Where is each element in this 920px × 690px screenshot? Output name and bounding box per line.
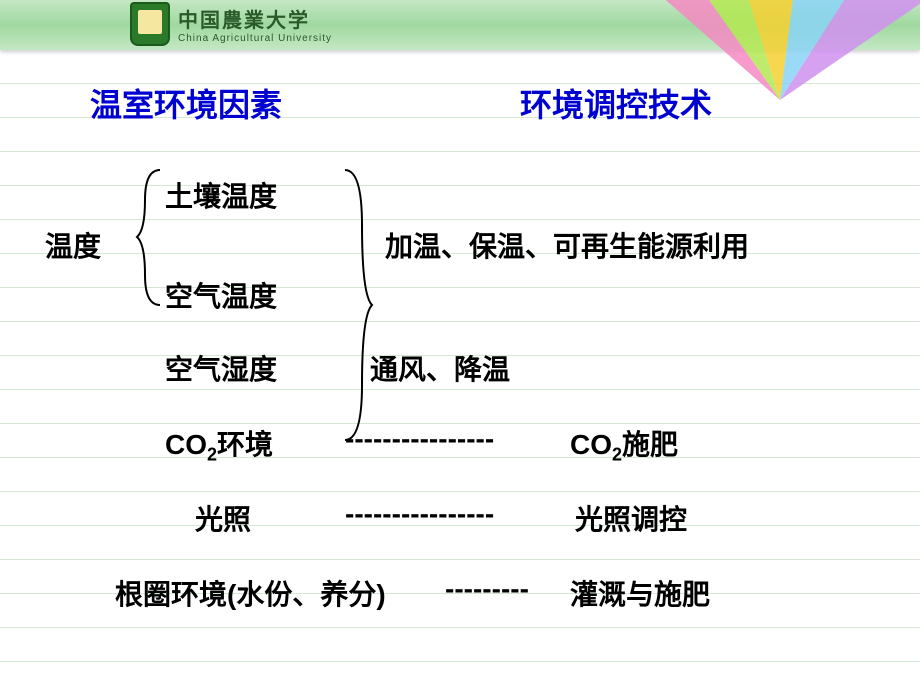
co2-sub-left: 2 [207, 445, 217, 465]
label-soil-temp: 土壤温度 [165, 175, 277, 215]
label-root-zone: 根圈环境(水份、养分) [115, 573, 386, 613]
label-ventilation: 通风、降温 [370, 348, 510, 388]
label-air-temp: 空气温度 [165, 275, 277, 315]
co2-sub-right: 2 [612, 445, 622, 465]
label-co2-fert: CO2施肥 [570, 423, 678, 466]
co2-suffix-right: 施肥 [622, 430, 678, 461]
university-name-cn: 中国農業大学 [178, 4, 332, 33]
heading-factors: 温室环境因素 [90, 80, 282, 126]
label-temperature: 温度 [45, 225, 101, 265]
label-light: 光照 [195, 498, 251, 538]
label-air-humidity: 空气湿度 [165, 348, 277, 388]
co2-prefix-right: CO [570, 429, 612, 460]
logo-text: 中国農業大学 China Agricultural University [178, 4, 332, 44]
university-name-en: China Agricultural University [178, 33, 332, 44]
label-light-control: 光照调控 [575, 498, 687, 538]
slide-content: 温室环境因素 环境调控技术 土壤温度 温度 空气温度 加温、保温、可再生能源利用… [0, 50, 920, 690]
dashes-co2: ---------------- [345, 423, 494, 455]
co2-suffix-left: 环境 [217, 430, 273, 461]
heading-control: 环境调控技术 [520, 80, 712, 126]
logo-badge-icon [130, 2, 170, 46]
bracket-right-large [340, 165, 375, 445]
dashes-root: --------- [445, 573, 529, 605]
bracket-left-temp [135, 165, 165, 310]
label-co2-env: CO2环境 [165, 423, 273, 466]
label-heating: 加温、保温、可再生能源利用 [385, 225, 749, 265]
university-logo: 中国農業大学 China Agricultural University [130, 2, 332, 46]
dashes-light: ---------------- [345, 498, 494, 530]
label-irrigation: 灌溉与施肥 [570, 573, 710, 613]
co2-prefix-left: CO [165, 429, 207, 460]
